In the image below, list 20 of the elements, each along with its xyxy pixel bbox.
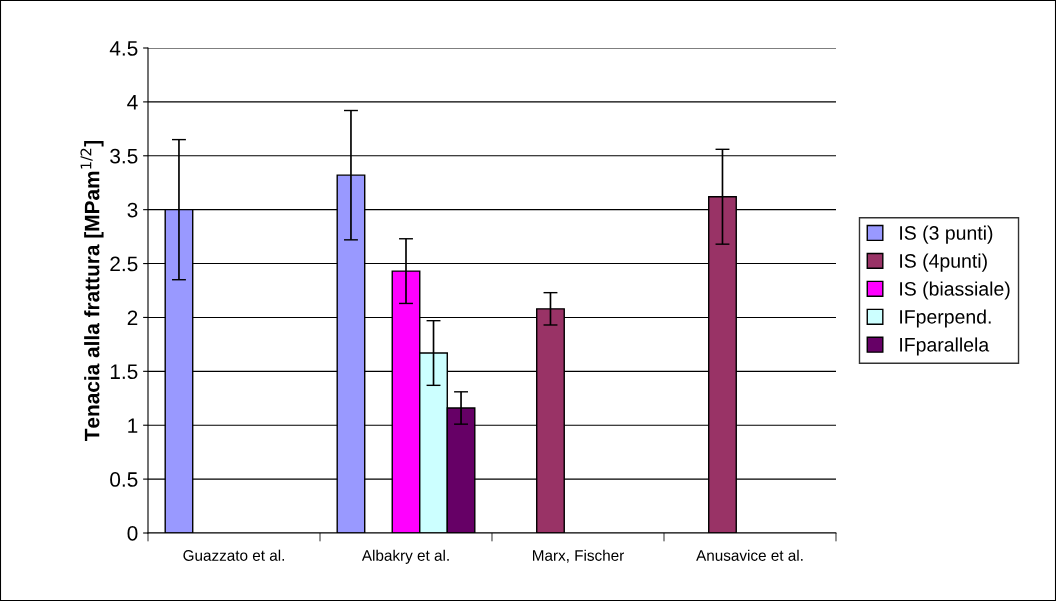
y-tick-label: 1.5 [110,364,138,380]
y-tick-label: 0.5 [110,472,138,487]
y-tick-label: 4 [127,95,138,110]
legend-label: IFperpend. [900,309,991,328]
legend-label: IS (biassiale) [900,281,1010,300]
y-tick-label: 0 [127,526,138,541]
y-tick-label: 2.5 [110,256,138,272]
x-tick-label: Anusavice et al. [696,549,803,561]
legend-label: IS (3 punti) [900,225,993,244]
y-axis-title: Tenacia alla frattura [MPam$^{1/2}$] [80,140,104,442]
y-tick-label: 4.5 [109,41,138,56]
x-tick-label: Marx, Fischer [532,549,625,563]
x-tick-label: Albakry et al. [361,549,449,564]
y-tick-label: 1 [128,418,138,433]
x-tick-label: Guazzato et al. [183,549,284,561]
legend-label: IFparallela [900,337,990,356]
y-tick-label: 2 [127,310,138,325]
legend-label: IS (4punti) [900,253,987,272]
y-tick-label: 3.5 [110,148,138,164]
y-tick-label: 3 [127,202,138,218]
